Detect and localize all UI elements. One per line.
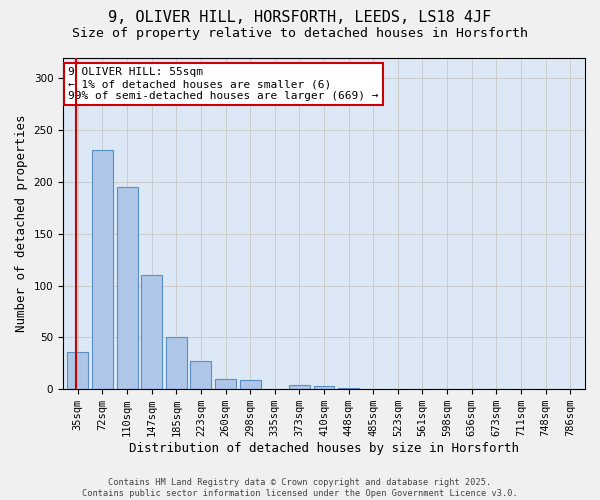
Bar — [116, 187, 137, 389]
Text: 9, OLIVER HILL, HORSFORTH, LEEDS, LS18 4JF: 9, OLIVER HILL, HORSFORTH, LEEDS, LS18 4… — [109, 10, 491, 25]
Bar — [314, 386, 334, 389]
Bar — [141, 275, 162, 389]
Bar — [289, 385, 310, 389]
Bar — [190, 361, 211, 389]
Y-axis label: Number of detached properties: Number of detached properties — [15, 114, 28, 332]
Bar — [215, 379, 236, 389]
Text: Size of property relative to detached houses in Horsforth: Size of property relative to detached ho… — [72, 28, 528, 40]
Bar — [67, 352, 88, 389]
Text: 9 OLIVER HILL: 55sqm
← 1% of detached houses are smaller (6)
99% of semi-detache: 9 OLIVER HILL: 55sqm ← 1% of detached ho… — [68, 68, 379, 100]
Bar — [92, 150, 113, 389]
Text: Contains HM Land Registry data © Crown copyright and database right 2025.
Contai: Contains HM Land Registry data © Crown c… — [82, 478, 518, 498]
Bar — [166, 338, 187, 389]
Bar — [338, 388, 359, 389]
X-axis label: Distribution of detached houses by size in Horsforth: Distribution of detached houses by size … — [129, 442, 519, 455]
Bar — [239, 380, 260, 389]
